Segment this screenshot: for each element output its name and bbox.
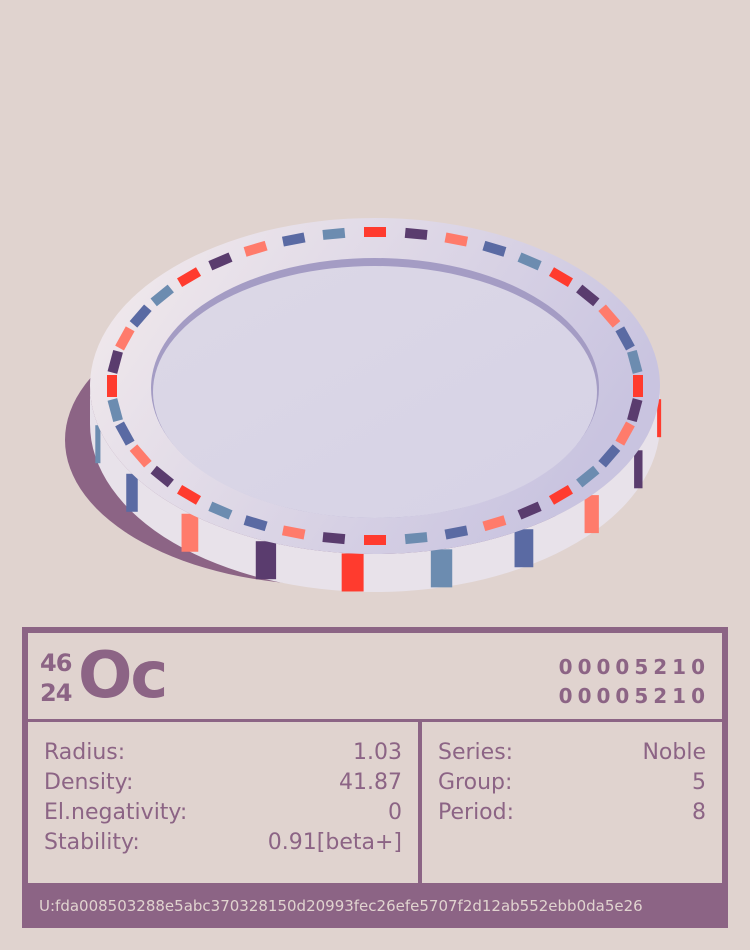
property-label: El.negativity: bbox=[44, 800, 188, 825]
coin-side bbox=[90, 386, 662, 592]
rim-tick bbox=[115, 421, 135, 446]
rim-tick bbox=[322, 227, 346, 240]
rim-tick bbox=[177, 267, 202, 287]
rim-tick bbox=[598, 304, 621, 328]
rim-tick bbox=[548, 485, 573, 505]
rim-tick bbox=[281, 525, 306, 540]
rim-tick bbox=[107, 375, 117, 397]
properties-left: Radius: 1.03 Density: 41.87 El.negativity:… bbox=[28, 722, 418, 883]
rim-tick bbox=[243, 240, 268, 257]
mass-number: 46 bbox=[40, 649, 72, 677]
rim-tick bbox=[548, 267, 573, 287]
rim-tick bbox=[517, 501, 542, 520]
rim-tick bbox=[129, 444, 152, 468]
property-value: 8 bbox=[692, 800, 706, 825]
property-row: Group: 5 bbox=[438, 770, 706, 800]
rim-tick bbox=[281, 232, 306, 247]
properties-right: Series: Noble Group: 5 Period: 8 bbox=[422, 722, 722, 883]
property-label: Stability: bbox=[44, 830, 140, 855]
element-card: 46 24 Oc 00005210 00005210 Radius: 1.03 D… bbox=[22, 627, 728, 928]
property-label: Density: bbox=[44, 770, 134, 795]
element-header: 46 24 Oc 00005210 00005210 bbox=[28, 633, 722, 719]
rim-tick bbox=[208, 501, 233, 520]
rim-tick bbox=[517, 252, 542, 271]
rim-tick bbox=[627, 398, 643, 423]
rim-tick bbox=[150, 284, 174, 307]
side-stripe bbox=[634, 450, 643, 489]
rim-tick bbox=[208, 252, 233, 271]
property-label: Period: bbox=[438, 800, 515, 825]
atomic-number: 24 bbox=[40, 679, 72, 707]
property-row: Radius: 1.03 bbox=[44, 740, 402, 770]
rim-tick bbox=[404, 227, 428, 240]
side-stripe bbox=[126, 473, 138, 512]
rim-tick bbox=[364, 535, 386, 545]
property-row: Series: Noble bbox=[438, 740, 706, 770]
property-value: Noble bbox=[642, 740, 706, 765]
rim-tick bbox=[243, 515, 268, 532]
property-row: Stability: 0.91[beta+] bbox=[44, 830, 402, 860]
property-value: 0 bbox=[388, 800, 402, 825]
property-label: Group: bbox=[438, 770, 513, 795]
rim-tick bbox=[482, 240, 507, 257]
side-stripe bbox=[657, 399, 662, 438]
rim-tick bbox=[615, 421, 635, 446]
side-stripe bbox=[181, 513, 199, 552]
rim-tick bbox=[482, 515, 507, 532]
property-row: Density: 41.87 bbox=[44, 770, 402, 800]
property-value: 5 bbox=[692, 770, 706, 795]
coin-rim-ticks bbox=[107, 227, 643, 545]
side-stripe bbox=[584, 495, 599, 534]
rim-tick bbox=[115, 326, 135, 351]
rim-tick bbox=[364, 227, 386, 237]
rim-tick bbox=[404, 532, 428, 545]
coin-illustration bbox=[65, 218, 662, 592]
rim-tick bbox=[107, 349, 123, 374]
rim-tick bbox=[633, 375, 643, 397]
side-stripe bbox=[255, 541, 277, 580]
side-stripe bbox=[514, 529, 534, 568]
rim-tick bbox=[615, 326, 635, 351]
rim-tick bbox=[322, 532, 346, 545]
rim-tick bbox=[444, 525, 469, 540]
rim-tick bbox=[107, 398, 123, 423]
rim-tick bbox=[150, 465, 174, 488]
property-label: Series: bbox=[438, 740, 514, 765]
side-stripe bbox=[95, 425, 101, 464]
property-row: Period: 8 bbox=[438, 800, 706, 830]
rim-tick bbox=[627, 349, 643, 374]
rim-tick bbox=[177, 485, 202, 505]
property-value: 41.87 bbox=[339, 770, 402, 795]
rim-tick bbox=[576, 465, 600, 488]
rim-tick bbox=[576, 284, 600, 307]
uid-footer: U:fda008503288e5abc370328150d20993fec26e… bbox=[39, 897, 643, 915]
property-value: 0.91[beta+] bbox=[267, 830, 402, 855]
rim-tick bbox=[129, 304, 152, 328]
property-row: El.negativity: 0 bbox=[44, 800, 402, 830]
property-label: Radius: bbox=[44, 740, 126, 765]
rim-tick bbox=[444, 232, 469, 247]
side-stripe bbox=[430, 549, 453, 588]
coin-inner-face bbox=[153, 266, 597, 518]
element-symbol: Oc bbox=[78, 639, 168, 713]
property-value: 1.03 bbox=[353, 740, 402, 765]
code-line-1: 00005210 bbox=[558, 655, 710, 679]
rim-tick bbox=[598, 444, 621, 468]
side-stripe bbox=[341, 553, 364, 592]
code-line-2: 00005210 bbox=[558, 684, 710, 708]
